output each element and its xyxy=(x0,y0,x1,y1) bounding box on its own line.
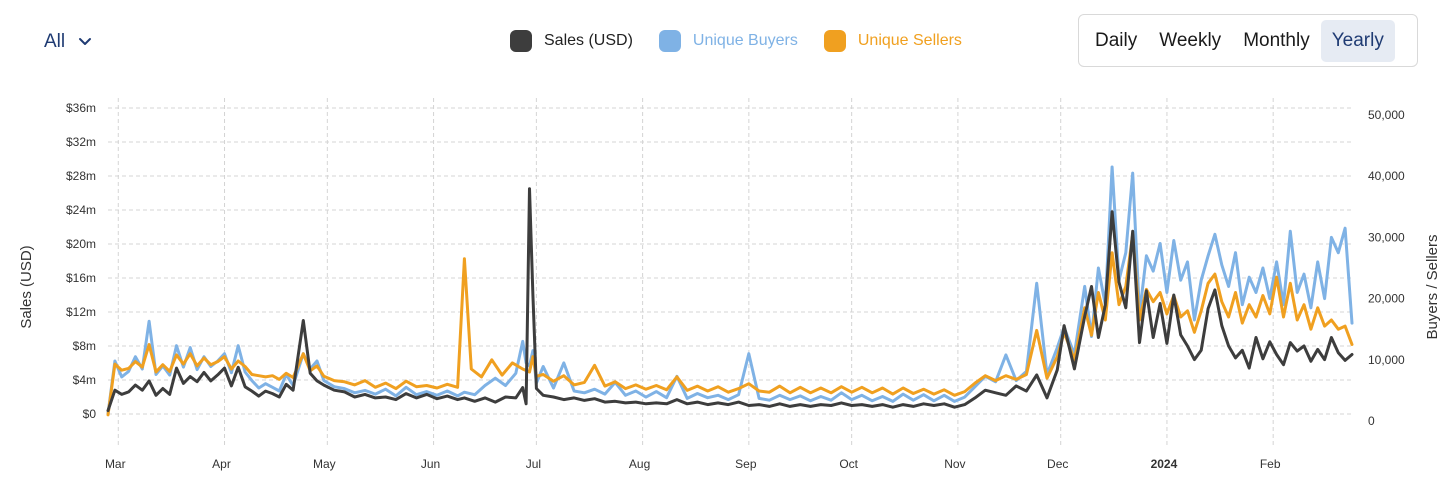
x-tick-label: 2024 xyxy=(1151,457,1178,471)
axis-ticks: $0 $4m $8m $12m $16m $20m $24m $28m $32m $36m 0 10,… xyxy=(66,101,1405,471)
y-right-tick-label: 10,000 xyxy=(1368,353,1405,367)
period-selector: Daily Weekly Monthly Yearly xyxy=(1078,14,1418,67)
y-right-tick-label: 50,000 xyxy=(1368,108,1405,122)
x-tick-label: Mar xyxy=(105,457,126,471)
x-tick-label: Sep xyxy=(735,457,757,471)
y-left-tick-label: $8m xyxy=(73,339,96,353)
y-left-tick-label: $24m xyxy=(66,203,96,217)
y-left-tick-label: $16m xyxy=(66,271,96,285)
chart-legend: Sales (USD) Unique Buyers Unique Sellers xyxy=(510,28,962,54)
legend-item-buyers[interactable]: Unique Buyers xyxy=(658,30,798,52)
y-right-tick-label: 40,000 xyxy=(1368,169,1405,183)
period-monthly-button[interactable]: Monthly xyxy=(1243,29,1310,51)
period-daily-button[interactable]: Daily xyxy=(1095,29,1138,51)
x-tick-label: Jul xyxy=(526,457,541,471)
y-right-tick-label: 20,000 xyxy=(1368,292,1405,306)
y-left-tick-label: $0 xyxy=(83,407,97,421)
x-tick-label: Apr xyxy=(212,457,231,471)
x-tick-label: Aug xyxy=(629,457,650,471)
y-left-tick-label: $36m xyxy=(66,101,96,115)
y-left-tick-label: $12m xyxy=(66,305,96,319)
period-weekly-button[interactable]: Weekly xyxy=(1159,29,1222,51)
category-filter-dropdown[interactable]: All xyxy=(44,30,93,54)
chart-series xyxy=(106,165,1354,417)
legend-label-buyers: Unique Buyers xyxy=(692,32,798,49)
chevron-down-icon xyxy=(79,38,92,45)
legend-swatch-buyers xyxy=(658,30,681,52)
legend-item-sales[interactable]: Sales (USD) xyxy=(510,30,633,52)
x-tick-label: May xyxy=(313,457,336,471)
series-line-unique-buyers xyxy=(106,165,1354,416)
period-yearly-button[interactable]: Yearly xyxy=(1320,19,1395,62)
legend-swatch-sellers xyxy=(823,30,846,52)
y-right-axis-title: Buyers / Sellers xyxy=(1424,234,1441,339)
legend-swatch-sales xyxy=(510,30,532,52)
y-left-tick-label: $20m xyxy=(66,237,96,251)
x-tick-label: Oct xyxy=(839,457,858,471)
y-right-tick-label: 30,000 xyxy=(1368,230,1405,244)
y-left-axis-title: Sales (USD) xyxy=(18,245,35,328)
legend-item-sellers[interactable]: Unique Sellers xyxy=(823,30,962,52)
series-line-sales xyxy=(106,187,1354,413)
y-left-tick-label: $28m xyxy=(66,169,96,183)
series-line-unique-sellers xyxy=(106,232,1354,417)
x-tick-label: Dec xyxy=(1047,457,1068,471)
category-filter-label: All xyxy=(44,31,66,52)
x-tick-label: Jun xyxy=(421,457,440,471)
y-left-tick-label: $4m xyxy=(73,373,96,387)
y-right-tick-label: 0 xyxy=(1368,414,1375,428)
x-tick-label: Feb xyxy=(1260,457,1281,471)
legend-label-sellers: Unique Sellers xyxy=(857,32,962,49)
y-left-tick-label: $32m xyxy=(66,135,96,149)
x-tick-label: Nov xyxy=(944,457,965,471)
legend-label-sales: Sales (USD) xyxy=(544,32,633,49)
